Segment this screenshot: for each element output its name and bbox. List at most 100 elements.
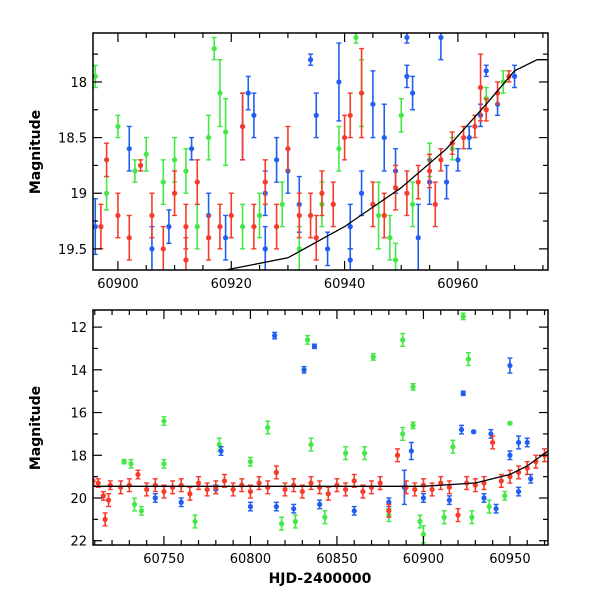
- marker: [438, 157, 444, 163]
- plot-area: [87, 33, 548, 270]
- data-point-green: [222, 97, 229, 167]
- data-point-red: [308, 475, 314, 491]
- marker: [353, 34, 359, 41]
- data-point-blue: [528, 473, 534, 484]
- data-point-red: [187, 486, 193, 501]
- data-point-green: [322, 510, 328, 525]
- data-point-red: [251, 203, 257, 250]
- data-point-blue: [446, 495, 452, 506]
- marker: [438, 480, 444, 486]
- data-point-blue: [317, 499, 323, 510]
- series-green: [121, 312, 513, 544]
- marker: [472, 123, 478, 130]
- data-point-blue: [347, 203, 353, 250]
- model-curve: [93, 450, 548, 487]
- marker: [409, 201, 416, 207]
- marker: [507, 452, 513, 458]
- marker: [138, 508, 145, 514]
- data-point-blue: [409, 75, 416, 111]
- marker: [334, 482, 340, 488]
- marker: [325, 491, 331, 497]
- data-point-red: [370, 181, 376, 228]
- data-point-red: [347, 92, 353, 139]
- marker: [465, 356, 472, 362]
- data-point-red: [341, 114, 348, 161]
- data-point-blue: [415, 203, 421, 270]
- data-point-green: [160, 159, 166, 206]
- data-point-green: [128, 458, 134, 469]
- marker: [230, 486, 236, 493]
- marker: [152, 482, 158, 488]
- marker: [466, 134, 472, 141]
- data-point-blue: [188, 136, 195, 161]
- marker: [347, 112, 353, 118]
- data-point-green: [362, 446, 368, 461]
- marker: [103, 157, 110, 163]
- data-point-blue: [455, 148, 461, 172]
- marker: [498, 478, 504, 484]
- marker: [273, 224, 280, 230]
- marker: [143, 151, 149, 157]
- data-point-blue: [420, 493, 427, 503]
- marker: [166, 224, 172, 230]
- marker: [273, 503, 279, 510]
- marker: [245, 90, 251, 96]
- model-curve: [222, 59, 548, 270]
- data-point-blue: [488, 428, 494, 439]
- data-point-red: [221, 473, 228, 489]
- marker: [217, 224, 223, 230]
- marker: [438, 34, 444, 41]
- data-point-green: [103, 175, 110, 211]
- data-point-green: [400, 426, 406, 442]
- marker: [471, 429, 477, 435]
- marker: [222, 129, 229, 135]
- marker: [131, 501, 138, 508]
- marker: [279, 201, 285, 207]
- marker: [285, 146, 291, 152]
- data-point-green: [292, 514, 299, 529]
- y-tick-label: 18: [70, 76, 87, 91]
- data-point-green: [121, 458, 127, 465]
- marker: [432, 201, 438, 207]
- marker: [308, 480, 314, 486]
- data-point-blue: [483, 64, 489, 78]
- data-point-red: [415, 164, 421, 200]
- data-point-blue: [251, 92, 257, 139]
- data-point-red: [368, 480, 375, 495]
- marker: [472, 482, 478, 488]
- y-tick-label: 14: [70, 364, 87, 379]
- data-point-green: [460, 312, 466, 321]
- data-point-blue: [493, 503, 499, 514]
- data-point-green: [279, 181, 285, 228]
- data-point-red: [334, 478, 340, 493]
- x-tick-label: 60940: [324, 277, 365, 292]
- marker: [317, 484, 323, 490]
- marker: [386, 508, 392, 514]
- data-point-blue: [313, 92, 319, 139]
- marker: [511, 73, 518, 79]
- marker: [351, 508, 357, 514]
- data-point-green: [115, 114, 121, 139]
- data-point-blue: [471, 429, 477, 435]
- axis-ticks: [93, 33, 548, 270]
- marker: [469, 514, 475, 520]
- data-point-green: [194, 203, 200, 250]
- data-point-green: [400, 332, 406, 348]
- marker: [118, 484, 124, 490]
- marker: [403, 484, 409, 490]
- data-point-red: [126, 478, 132, 493]
- data-point-green: [441, 510, 447, 525]
- marker: [149, 212, 155, 219]
- marker: [381, 134, 387, 141]
- marker: [446, 497, 452, 503]
- marker: [87, 59, 92, 64]
- marker: [417, 518, 423, 525]
- marker: [135, 471, 141, 478]
- x-tick-label: 60750: [143, 552, 184, 567]
- data-point-blue: [404, 64, 410, 89]
- data-point-red: [392, 164, 399, 211]
- marker: [115, 123, 121, 130]
- data-point-green: [304, 334, 311, 345]
- marker: [362, 450, 368, 456]
- data-point-blue: [247, 501, 254, 512]
